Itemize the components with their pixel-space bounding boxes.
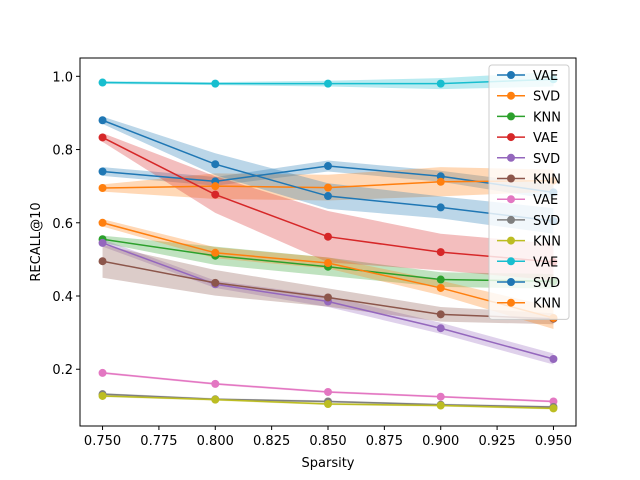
data-point [98,368,107,377]
legend-swatch-marker [507,153,515,162]
data-point [436,172,445,181]
data-point [98,183,107,192]
x-axis-ticks: 0.750 0.775 0.800 0.825 0.850 0.875 0.900 0.925… [84,426,572,449]
legend-label: SVD [533,276,560,291]
legend-box [488,64,570,320]
data-point [211,395,220,404]
legend-label: KNN [533,173,561,188]
data-point [324,232,332,241]
legend-swatch-marker [507,71,515,79]
legend-swatch-marker [507,133,515,142]
y-tick-label: 1.0 [52,70,73,85]
y-tick-label: 0.2 [52,363,73,378]
legend-label: SVD [533,90,560,105]
x-tick-label: 0.775 [140,434,177,449]
legend-label: VAE [533,131,558,146]
y-tick-label: 0.6 [52,217,73,232]
data-point [324,162,332,171]
legend-swatch-marker [507,298,515,307]
data-point [211,190,220,199]
data-point [436,401,445,410]
data-point [98,218,107,227]
data-point [436,283,445,292]
data-point [436,392,445,401]
data-point [98,257,107,266]
data-point [98,116,107,125]
data-point [436,324,445,333]
data-point [98,238,107,247]
data-point [324,387,332,396]
legend-swatch-marker [507,257,515,266]
legend-label: VAE [533,193,558,208]
data-point [211,379,220,388]
y-axis-ticks: 0.2 0.4 0.6 0.8 1.0 [52,70,80,378]
data-point [436,275,445,284]
data-point [549,397,558,406]
legend-label: KNN [533,235,561,250]
data-point [549,404,558,413]
data-point [436,310,445,319]
legend-label: VAE [533,255,558,270]
series-lines [98,75,558,413]
series-band [102,133,554,281]
data-point [324,400,332,409]
legend-swatch-marker [507,112,515,121]
legend-label: SVD [533,152,560,167]
legend-label: VAE [533,69,558,84]
x-tick-label: 0.925 [478,434,515,449]
legend-label: SVD [533,214,560,229]
data-point [436,177,445,186]
data-point [98,167,107,176]
data-point [549,354,558,363]
legend-swatch-marker [507,215,515,224]
x-tick-label: 0.900 [422,434,459,449]
x-tick-label: 0.850 [309,434,346,449]
data-point [324,79,332,88]
data-point [324,192,332,201]
data-point [324,183,332,192]
data-point [211,160,220,169]
x-tick-label: 0.800 [197,434,234,449]
data-point [436,248,445,257]
data-point [324,259,332,268]
data-point [211,248,220,257]
legend-swatch-marker [507,236,515,245]
legend-swatch-marker [507,91,515,100]
legend-swatch-marker [507,174,515,183]
x-tick-label: 0.875 [366,434,403,449]
x-tick-label: 0.950 [535,434,572,449]
data-point [324,293,332,302]
legend-label: KNN [533,297,561,312]
data-point [98,78,107,87]
data-point [436,79,445,88]
y-axis-label: RECALL@10 [29,202,44,281]
data-point [436,203,445,212]
legend-label: KNN [533,110,561,125]
legend-swatch-marker [507,195,515,204]
x-tick-label: 0.825 [253,434,290,449]
data-point [211,79,220,88]
y-tick-label: 0.8 [52,144,73,159]
x-tick-label: 0.750 [84,434,121,449]
data-point [98,391,107,400]
legend-swatch-marker [507,278,515,286]
y-tick-label: 0.4 [52,290,73,305]
data-point [98,133,107,142]
data-point [211,182,220,191]
data-point [211,278,220,287]
x-axis-label: Sparsity [302,456,355,471]
legend: VAE SVD KNN VAE SVD KNN VAE SVD KNN VAE SVD KNN [488,64,570,320]
